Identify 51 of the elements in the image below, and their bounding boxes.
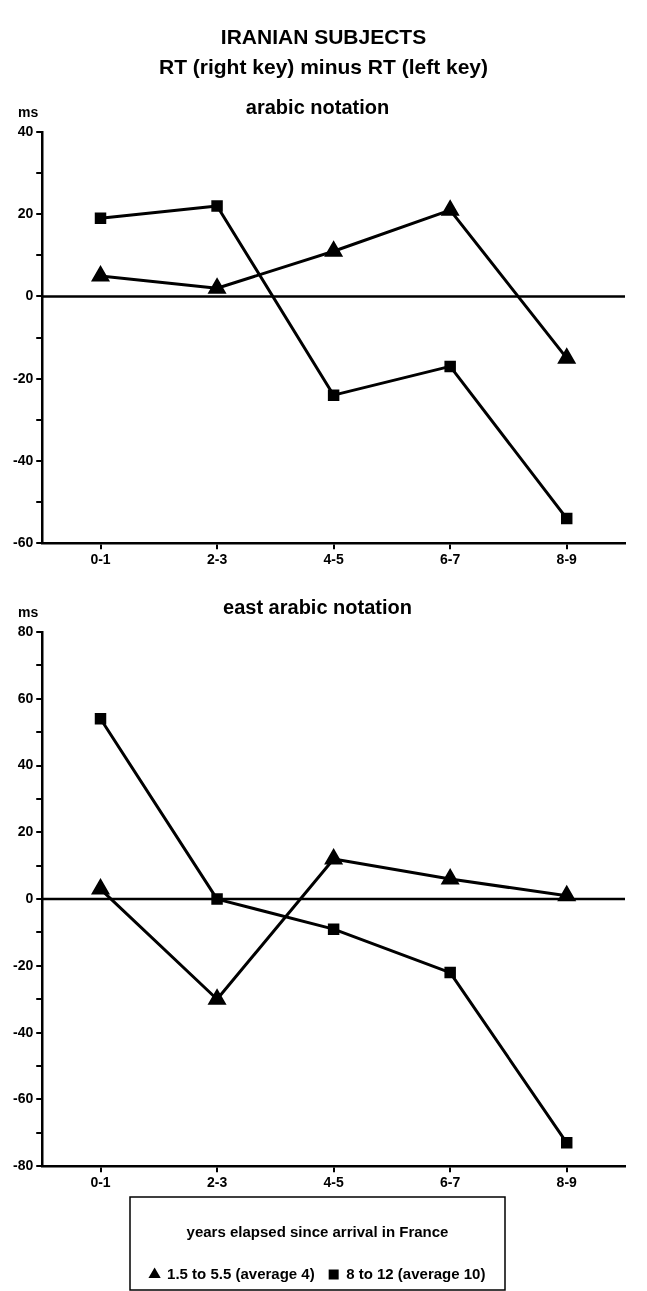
y-tick-label: -60 <box>13 1090 34 1107</box>
point <box>211 893 223 905</box>
point <box>327 923 340 935</box>
y-axis-title: ms <box>18 103 39 120</box>
y-tick-label: 60 <box>17 689 34 706</box>
y-tick-label: 0 <box>25 287 34 304</box>
y-tick-label: 40 <box>17 756 34 773</box>
x-tick-label: 6-7 <box>440 551 461 568</box>
point <box>92 266 109 282</box>
x-tick-label: 4-5 <box>323 1174 344 1191</box>
y-tick-label: -20 <box>13 956 34 973</box>
point <box>560 1137 573 1149</box>
x-tick-label: 0-1 <box>90 1174 111 1191</box>
chart-title: east arabic notation <box>223 595 412 618</box>
x-tick-label: 8-9 <box>556 551 578 568</box>
point <box>208 989 226 1005</box>
point <box>325 849 343 865</box>
x-tick-label: 4-5 <box>323 551 344 568</box>
text: RT (right key) minus RT (left key) <box>157 54 489 80</box>
y-tick-label: 20 <box>17 205 34 222</box>
y-tick-label: -80 <box>13 1157 34 1174</box>
x-tick-label: 2-3 <box>206 1174 228 1191</box>
x-tick-label: 6-7 <box>440 1174 461 1191</box>
point <box>558 886 576 902</box>
y-axis-title: ms <box>18 603 39 620</box>
y-tick-label: -20 <box>13 369 34 386</box>
y-tick-label: 40 <box>17 122 34 139</box>
y-tick-label: -40 <box>13 451 34 468</box>
point <box>558 348 576 364</box>
point <box>325 241 343 257</box>
point <box>327 389 340 401</box>
x-tick-label: 0-1 <box>90 551 111 568</box>
y-tick-label: 0 <box>25 889 34 906</box>
legend-label: 8 to 12 (average 10) <box>346 1264 486 1282</box>
point <box>441 869 459 885</box>
legend-label: 1.5 to 5.5 (average 4) <box>167 1264 315 1282</box>
point <box>92 879 109 895</box>
y-tick-label: -40 <box>13 1023 34 1040</box>
chart-title: arabic notation <box>245 95 390 118</box>
x-tick-label: 2-3 <box>206 551 228 568</box>
point <box>441 200 459 216</box>
point <box>444 360 456 373</box>
y-tick-label: -60 <box>13 534 34 551</box>
x-tick-label: 8-9 <box>556 1174 578 1191</box>
point <box>444 966 456 979</box>
text: IRANIAN SUBJECTS <box>219 24 428 50</box>
legend-title: years elapsed since arrival in France <box>186 1222 449 1240</box>
point <box>208 278 226 294</box>
y-tick-label: 80 <box>17 622 34 639</box>
point <box>560 512 573 525</box>
y-tick-label: 20 <box>17 823 34 840</box>
